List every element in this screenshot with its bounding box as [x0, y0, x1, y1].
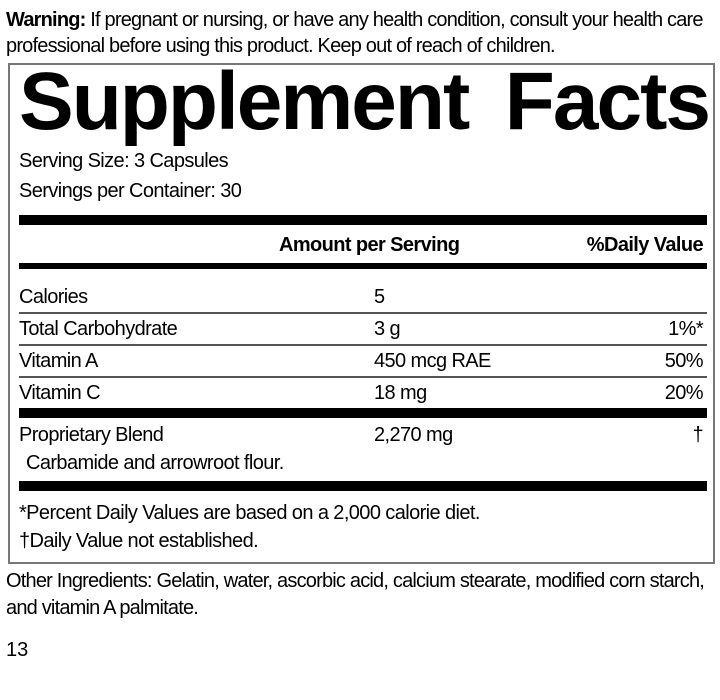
title-word-1: Supplement — [19, 56, 470, 147]
page-number: 13 — [6, 639, 29, 661]
other-ingredients: Other Ingredients: Gelatin, water, ascor… — [6, 570, 705, 619]
supplement-facts-panel: Supplement Facts Serving Size: 3 Capsule… — [8, 56, 715, 564]
divider-thick — [19, 481, 707, 491]
divider-thin — [19, 344, 707, 346]
blend-dv: † — [692, 424, 703, 446]
divider-thick — [19, 215, 707, 225]
row-dv: 50% — [664, 350, 704, 372]
row-amount: 18 mg — [374, 382, 427, 404]
row-amount: 3 g — [374, 318, 401, 340]
row-name: Vitamin A — [19, 350, 98, 372]
divider-medium — [19, 263, 707, 269]
page: Warning: If pregnant or nursing, or have… — [6, 7, 718, 661]
warning-body: If pregnant or nursing, or have any heal… — [6, 9, 704, 57]
row-dv: 1%* — [668, 318, 703, 340]
blend-amount: 2,270 mg — [374, 424, 453, 446]
footnote-dagger: †Daily Value not established. — [19, 530, 259, 552]
header-amount: Amount per Serving — [279, 234, 460, 256]
row-amount: 5 — [374, 286, 385, 308]
divider-thick — [19, 408, 707, 418]
divider-thin — [19, 376, 707, 378]
blend-name: Proprietary Blend — [19, 424, 164, 446]
title-word-2: Facts — [504, 56, 711, 147]
row-name: Total Carbohydrate — [19, 318, 178, 340]
divider-thin — [19, 312, 707, 314]
footnote-percent: *Percent Daily Values are based on a 2,0… — [19, 502, 480, 524]
row-name: Vitamin C — [19, 382, 101, 404]
servings-per-container: Servings per Container: 30 — [19, 180, 242, 202]
header-daily-value: %Daily Value — [586, 234, 704, 256]
blend-ingredients: Carbamide and arrowroot flour. — [26, 452, 284, 474]
row-amount: 450 mcg RAE — [374, 350, 491, 372]
panel-title: Supplement Facts — [19, 56, 711, 147]
row-name: Calories — [19, 286, 88, 308]
warning-text: Warning: If pregnant or nursing, or have… — [6, 7, 718, 59]
warning-label: Warning: — [6, 9, 86, 31]
serving-size: Serving Size: 3 Capsules — [19, 150, 229, 172]
row-dv: 20% — [664, 382, 704, 404]
